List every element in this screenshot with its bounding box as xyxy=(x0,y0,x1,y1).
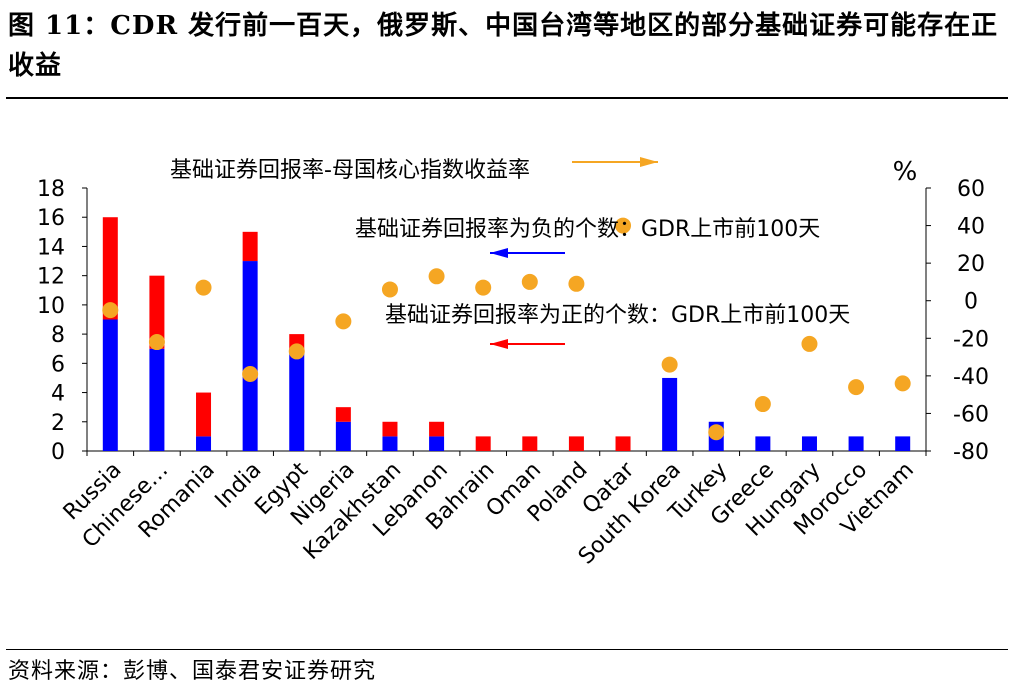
bar-negative-count xyxy=(848,436,864,451)
bar-negative-count xyxy=(895,436,911,451)
bar-positive-count xyxy=(149,275,165,349)
title-divider xyxy=(6,97,1008,99)
bar-positive-count xyxy=(382,421,398,437)
left-tick-label: 2 xyxy=(51,411,65,436)
right-tick-label: -80 xyxy=(953,440,989,465)
bar-negative-count xyxy=(382,436,398,451)
bar-negative-count xyxy=(196,436,212,451)
dot-excess-return xyxy=(102,302,119,319)
right-tick-label: 0 xyxy=(964,290,978,315)
bar-negative-count xyxy=(102,319,118,451)
source-divider xyxy=(6,649,1008,650)
bar-positive-count xyxy=(615,436,631,451)
annotation-label: 基础证券回报率为正的个数：GDR上市前100天 xyxy=(385,303,850,328)
left-tick-label: 4 xyxy=(51,382,65,407)
right-tick-label: 40 xyxy=(957,215,985,240)
bar-negative-count xyxy=(335,421,351,451)
dot-excess-return xyxy=(195,279,212,296)
dot-excess-return xyxy=(521,273,538,290)
bar-positive-count xyxy=(522,436,538,451)
dot-excess-return xyxy=(801,335,818,352)
dot-excess-return xyxy=(708,424,725,441)
annotation-arrow-head xyxy=(640,157,658,167)
bar-positive-count xyxy=(568,436,584,451)
right-tick-label: 20 xyxy=(957,252,985,277)
right-tick-label: -60 xyxy=(953,402,989,427)
bar-negative-count xyxy=(289,348,305,451)
dot-excess-return xyxy=(848,379,865,396)
dot-excess-return xyxy=(615,217,632,234)
right-axis-unit-label: % xyxy=(893,157,918,187)
dot-excess-return xyxy=(475,279,492,296)
dot-excess-return xyxy=(381,281,398,298)
source-note: 资料来源：彭博、国泰君安证券研究 xyxy=(8,659,377,684)
annotation-arrow-head xyxy=(490,248,508,258)
right-tick-label: -40 xyxy=(953,365,989,390)
bar-positive-count xyxy=(242,231,258,262)
dot-excess-return xyxy=(661,356,678,373)
dot-excess-return xyxy=(428,268,445,285)
bar-negative-count xyxy=(755,436,771,451)
left-tick-label: 10 xyxy=(37,294,65,319)
bar-positive-count xyxy=(429,421,445,437)
bar-negative-count xyxy=(149,348,165,451)
dot-excess-return xyxy=(335,313,352,330)
left-tick-label: 14 xyxy=(37,235,65,260)
left-tick-label: 18 xyxy=(37,177,65,202)
dot-excess-return xyxy=(288,343,305,360)
bar-negative-count xyxy=(429,436,445,451)
annotation-label: 基础证券回报率-母国核心指数收益率 xyxy=(170,158,530,183)
bar-positive-count xyxy=(475,436,491,451)
left-tick-label: 16 xyxy=(37,206,65,231)
bar-positive-count xyxy=(102,217,118,320)
left-tick-label: 12 xyxy=(37,265,65,290)
dot-excess-return xyxy=(242,365,259,382)
chart-title: 图 11：CDR 发行前一百天，俄罗斯、中国台湾等地区的部分基础证券可能存在正收… xyxy=(8,11,999,81)
left-tick-label: 8 xyxy=(51,323,65,348)
dot-excess-return xyxy=(754,396,771,413)
left-tick-label: 0 xyxy=(51,440,65,465)
left-tick-label: 6 xyxy=(51,352,65,377)
bar-negative-count xyxy=(662,377,678,451)
chart-svg: 024681012141618-80-60-40-200204060%Russi… xyxy=(37,157,989,570)
bar-negative-count xyxy=(242,261,258,451)
dot-excess-return xyxy=(894,375,911,392)
annotation-arrow-head xyxy=(490,339,508,349)
dot-excess-return xyxy=(148,334,165,351)
right-tick-label: 60 xyxy=(957,177,985,202)
annotation-label: 基础证券回报率为负的个数：GDR上市前100天 xyxy=(355,217,820,242)
bar-positive-count xyxy=(196,392,212,437)
bar-negative-count xyxy=(801,436,817,451)
bar-positive-count xyxy=(335,407,351,422)
right-tick-label: -20 xyxy=(953,327,989,352)
dot-excess-return xyxy=(568,275,585,292)
